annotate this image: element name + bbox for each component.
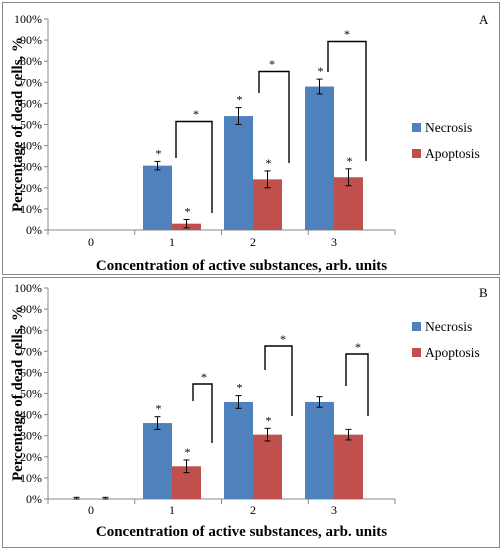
legend-label-apoptosis: Apoptosis xyxy=(425,146,480,161)
significance-star: * xyxy=(347,154,353,168)
comparison-star: * xyxy=(280,332,286,346)
y-tick-label: 60% xyxy=(20,365,42,379)
y-tick-label: 40% xyxy=(20,408,42,422)
x-tick-label: 0 xyxy=(88,503,94,517)
legend-swatch-apoptosis xyxy=(412,149,421,158)
bar-necrosis xyxy=(143,423,172,499)
y-tick-label: 60% xyxy=(20,96,42,110)
significance-star: * xyxy=(237,381,243,395)
x-tick-label: 2 xyxy=(250,235,256,249)
x-tick-label: 0 xyxy=(88,235,94,249)
y-tick-label: 80% xyxy=(20,323,42,337)
bar-apoptosis xyxy=(253,434,282,499)
y-tick-label: 90% xyxy=(20,33,42,47)
comparison-bracket xyxy=(258,70,290,163)
comparison-bracket xyxy=(264,345,293,416)
legend-label-apoptosis: Apoptosis xyxy=(425,345,480,360)
comparison-bracket xyxy=(192,383,213,443)
legend-swatch-apoptosis xyxy=(412,348,421,357)
significance-star: * xyxy=(266,156,272,170)
y-tick-label: 0% xyxy=(26,223,42,237)
comparison-bracket xyxy=(327,40,367,161)
comparison-star: * xyxy=(355,340,361,354)
significance-star: * xyxy=(266,413,272,427)
panel-b-chart: 0% 10% 20% 30% 40% 50% 60% 70% 80% 90% 100% 0 1 2 3 * * *… xyxy=(10,281,488,540)
comparison-star: * xyxy=(201,370,207,384)
bar-necrosis xyxy=(224,401,253,499)
legend-swatch-necrosis xyxy=(412,322,421,331)
significance-star: * xyxy=(185,445,191,459)
x-tick-label: 1 xyxy=(169,235,175,249)
comparison-bracket xyxy=(345,353,369,416)
y-tick-label: 10% xyxy=(20,202,42,216)
comparison-bracket xyxy=(175,120,213,213)
significance-star: * xyxy=(185,204,191,218)
panel-label: B xyxy=(479,285,488,300)
panel-a-chart: 0% 10% 20% 30% 40% 50% 60% 70% 80% 90% 100% 0 1 2 3 * * *… xyxy=(10,12,489,274)
x-axis-title: Concentration of active substances, arb.… xyxy=(96,524,387,540)
comparison-star: * xyxy=(344,27,350,41)
y-tick-label: 30% xyxy=(20,160,42,174)
y-tick-label: 20% xyxy=(20,181,42,195)
y-tick-label: 80% xyxy=(20,54,42,68)
y-tick-label: 70% xyxy=(20,75,42,89)
significance-star: * xyxy=(237,93,243,107)
comparison-star: * xyxy=(193,107,199,121)
significance-star: * xyxy=(156,402,162,416)
bar-apoptosis xyxy=(334,434,363,499)
y-tick-label: 100% xyxy=(14,281,42,295)
panel-label: A xyxy=(479,12,489,27)
x-tick-label: 1 xyxy=(169,503,175,517)
y-tick-label: 0% xyxy=(26,492,42,506)
legend-label-necrosis: Necrosis xyxy=(425,120,472,135)
bar-necrosis xyxy=(305,86,334,231)
bar-necrosis xyxy=(224,116,253,230)
x-axis-title: Concentration of active substances, arb.… xyxy=(96,258,387,274)
y-tick-label: 40% xyxy=(20,139,42,153)
x-tick-label: 3 xyxy=(331,235,337,249)
y-tick-label: 50% xyxy=(20,387,42,401)
y-tick-label: 50% xyxy=(20,118,42,132)
legend-swatch-necrosis xyxy=(412,123,421,132)
y-tick-label: 30% xyxy=(20,429,42,443)
y-axis-title: Percentage of dead cells, % xyxy=(10,37,26,212)
bar-necrosis xyxy=(305,401,334,499)
significance-star: * xyxy=(156,146,162,160)
y-axis-title: Percentage of dead cells, % xyxy=(10,306,26,481)
y-tick-label: 10% xyxy=(20,471,42,485)
significance-star: * xyxy=(318,64,324,78)
y-tick-label: 70% xyxy=(20,344,42,358)
x-tick-label: 3 xyxy=(331,503,337,517)
comparison-star: * xyxy=(269,57,275,71)
y-tick-label: 100% xyxy=(14,12,42,26)
bar-necrosis xyxy=(143,165,172,230)
y-tick-label: 90% xyxy=(20,302,42,316)
legend-label-necrosis: Necrosis xyxy=(425,319,472,334)
x-tick-label: 2 xyxy=(250,503,256,517)
y-tick-label: 20% xyxy=(20,450,42,464)
